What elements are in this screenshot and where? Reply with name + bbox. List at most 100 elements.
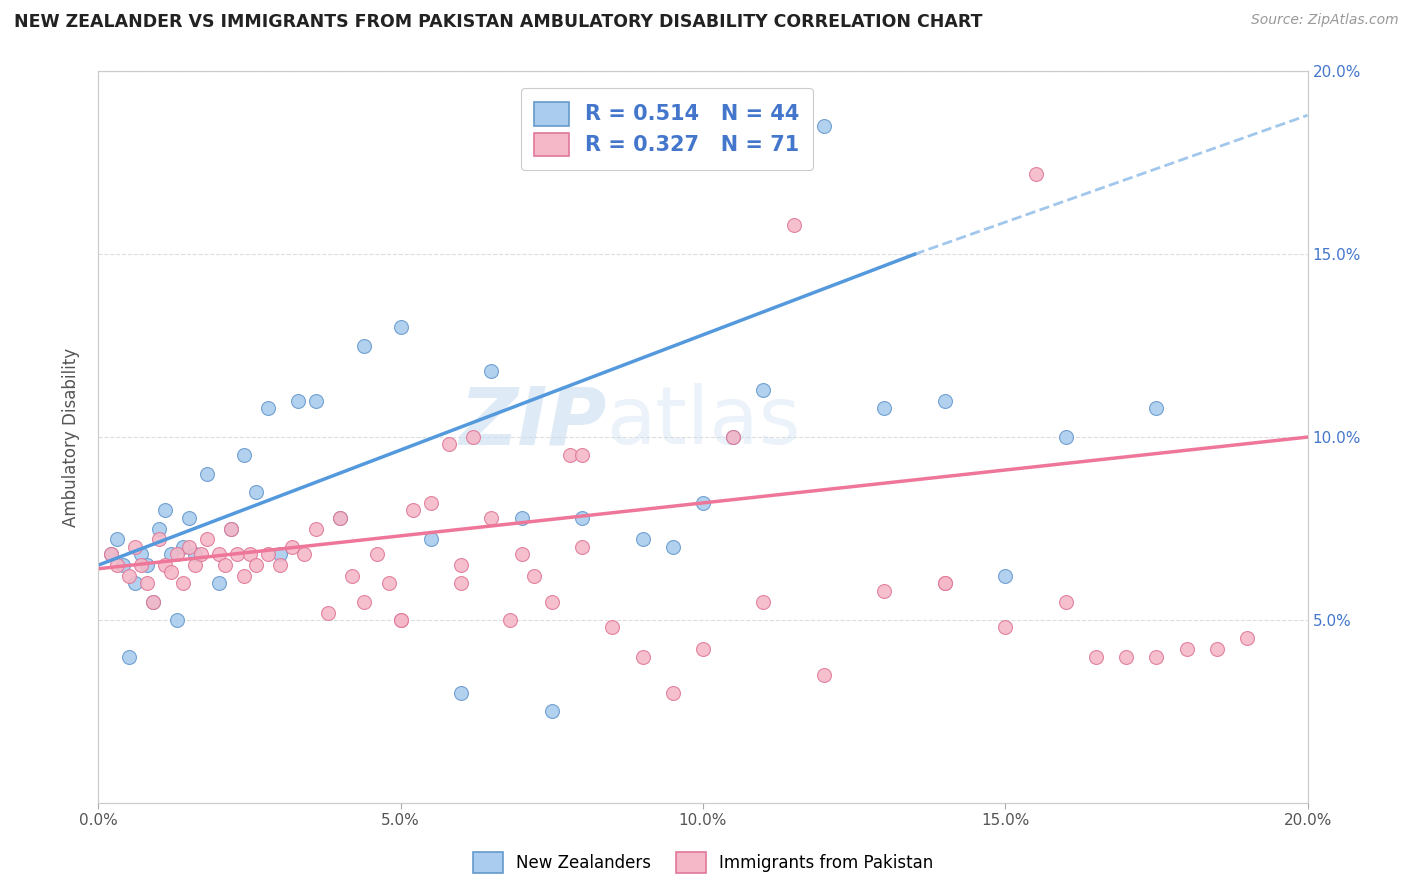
Point (239, 547, 262, 561)
Point (602, 620, 624, 634)
Point (1144, 401, 1167, 415)
Point (129, 547, 152, 561)
Point (105, 558, 128, 573)
Point (292, 547, 315, 561)
Point (1115, 649, 1137, 664)
Point (100, 547, 122, 561)
Point (208, 547, 231, 561)
Y-axis label: Ambulatory Disability: Ambulatory Disability (62, 348, 80, 526)
Point (366, 547, 388, 561)
Point (934, 393, 956, 408)
Point (558, 448, 581, 462)
Point (353, 338, 375, 352)
Point (179, 510, 201, 524)
Point (510, 547, 533, 561)
Point (661, 540, 683, 554)
Point (1085, 649, 1108, 664)
Point (631, 649, 654, 664)
Point (420, 496, 443, 510)
Point (232, 569, 254, 583)
Point (287, 393, 309, 408)
Point (214, 558, 236, 573)
Point (281, 540, 304, 554)
Point (1206, 642, 1229, 657)
Point (142, 594, 165, 608)
Point (142, 594, 165, 608)
Point (389, 320, 412, 334)
Point (402, 503, 425, 517)
Point (245, 485, 267, 500)
Point (105, 533, 128, 547)
Text: ZIP: ZIP (458, 384, 606, 461)
Point (571, 510, 593, 524)
Point (389, 613, 412, 627)
Point (994, 620, 1017, 634)
Point (631, 533, 654, 547)
Point (100, 547, 122, 561)
Point (1054, 430, 1077, 444)
Point (934, 576, 956, 591)
Point (994, 569, 1017, 583)
Text: Source: ZipAtlas.com: Source: ZipAtlas.com (1251, 13, 1399, 28)
Point (124, 540, 146, 554)
Point (195, 533, 218, 547)
Point (540, 705, 562, 719)
Point (463, 430, 485, 444)
Point (752, 594, 775, 608)
Point (160, 566, 183, 580)
Text: atlas: atlas (606, 384, 800, 461)
Point (329, 510, 352, 524)
Text: NEW ZEALANDER VS IMMIGRANTS FROM PAKISTAN AMBULATORY DISABILITY CORRELATION CHAR: NEW ZEALANDER VS IMMIGRANTS FROM PAKISTA… (14, 13, 983, 31)
Point (195, 467, 218, 481)
Point (256, 401, 278, 415)
Point (813, 120, 835, 134)
Point (1175, 642, 1198, 657)
Point (540, 594, 562, 608)
Point (269, 558, 291, 573)
Point (135, 558, 157, 573)
Point (166, 547, 188, 561)
Point (813, 667, 835, 681)
Point (111, 558, 134, 573)
Point (135, 576, 157, 591)
Point (232, 448, 254, 462)
Point (208, 576, 231, 591)
Point (190, 547, 212, 561)
Point (1236, 632, 1258, 646)
Point (1024, 167, 1046, 181)
Point (160, 547, 183, 561)
Point (523, 569, 546, 583)
Point (934, 576, 956, 591)
Point (389, 613, 412, 627)
Point (305, 521, 328, 535)
Point (124, 576, 146, 591)
Point (873, 583, 896, 598)
Point (353, 594, 375, 608)
Point (377, 576, 399, 591)
Point (256, 547, 278, 561)
Point (420, 533, 443, 547)
Point (571, 448, 593, 462)
Point (510, 510, 533, 524)
Point (342, 569, 364, 583)
Point (692, 642, 714, 657)
Point (184, 547, 207, 561)
Point (571, 540, 593, 554)
Point (172, 540, 194, 554)
Point (752, 383, 775, 397)
Point (166, 613, 188, 627)
Point (148, 533, 170, 547)
Point (437, 437, 460, 451)
Point (221, 521, 243, 535)
Point (184, 558, 207, 573)
Point (723, 430, 745, 444)
Point (179, 540, 201, 554)
Point (481, 364, 503, 378)
Point (305, 393, 328, 408)
Point (153, 503, 176, 517)
Point (269, 547, 291, 561)
Point (498, 613, 520, 627)
Point (1054, 594, 1077, 608)
Point (450, 686, 472, 700)
Point (661, 686, 683, 700)
